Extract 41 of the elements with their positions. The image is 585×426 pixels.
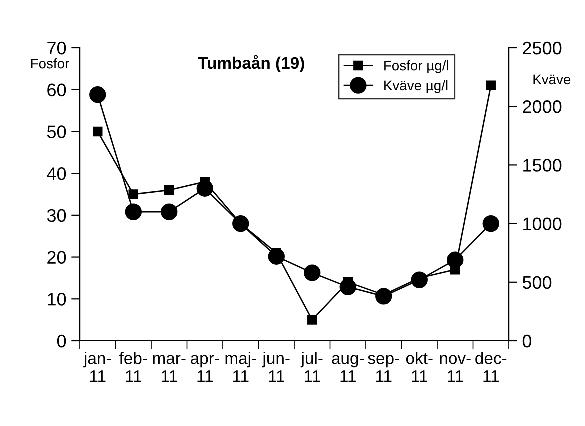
x-tick-label: jul- 11 <box>300 352 323 382</box>
x-tick-label: jan- 11 <box>84 352 112 382</box>
x-tick-label: feb- 11 <box>120 352 148 382</box>
y-tick-label: 40 <box>47 168 66 180</box>
y-axis-title: Fosfor <box>31 58 70 69</box>
y-tick-label: 0 <box>57 334 66 348</box>
x-tick-label: maj- 11 <box>226 352 256 382</box>
y2-tick-label: 1000 <box>524 218 562 231</box>
point <box>93 126 103 137</box>
x-tick-label: apr- 11 <box>191 355 220 382</box>
x-tick-label: nov- 11 <box>440 355 471 382</box>
y-tick-label: 60 <box>48 84 66 97</box>
point <box>125 204 142 220</box>
point <box>304 264 321 282</box>
x-tick-label: dec- 11 <box>476 352 507 382</box>
point <box>482 215 500 232</box>
y2-tick-label: 0 <box>522 334 532 348</box>
point <box>486 80 496 91</box>
chart-title: Tumbaån (19) <box>198 55 304 72</box>
point <box>308 315 318 325</box>
y2-tick-label: 500 <box>522 276 552 290</box>
x-tick-label: jun- 11 <box>262 352 290 382</box>
y2-tick-label: 1500 <box>524 159 562 172</box>
x-tick-label: sep- 11 <box>368 355 400 382</box>
x-tick-label: aug- 11 <box>332 355 364 382</box>
legend-label: Kväve µg/l <box>384 80 448 94</box>
y2-tick-label: 2000 <box>523 100 562 114</box>
y-tick-label: 20 <box>48 251 66 264</box>
point <box>161 204 178 220</box>
point <box>128 190 138 200</box>
x-tick-label: okt- 11 <box>406 352 433 382</box>
y2-axis-title: Kväve <box>534 74 571 85</box>
y-tick-label: 10 <box>48 293 66 306</box>
point <box>90 86 106 104</box>
y2-tick-label: 2500 <box>523 42 562 55</box>
x-tick-label: mar- 11 <box>153 355 186 382</box>
point <box>164 185 174 196</box>
y-tick-label: 70 <box>48 42 66 55</box>
y-tick-label: 50 <box>47 126 66 138</box>
legend-label: Fosfor µg/l <box>384 60 448 74</box>
y-tick-label: 30 <box>47 209 66 222</box>
